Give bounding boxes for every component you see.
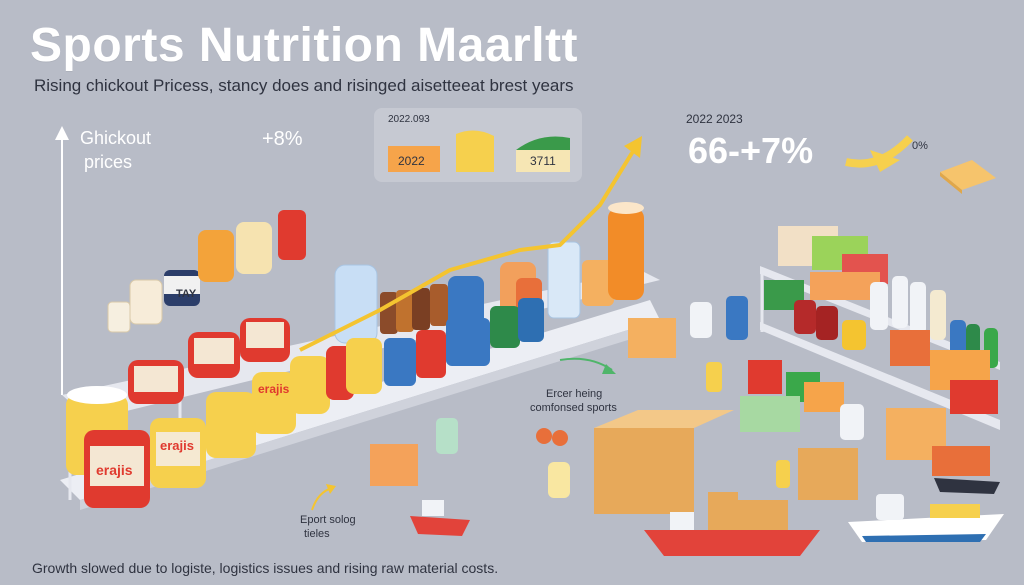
jar-label-erajis-2: erajis [160, 438, 194, 453]
cargo-ships [410, 478, 1004, 556]
footer-note: Growth slowed due to logiste, logistics … [32, 560, 499, 576]
y-axis-arrow [55, 126, 69, 395]
axis-label-line2: prices [84, 152, 133, 172]
jar-label-tay: TAY [176, 288, 197, 300]
middle-note-line2: comfonsed sports [530, 402, 617, 414]
export-note-line1: Eport solog [300, 514, 356, 526]
right-curve-arrow [845, 135, 996, 194]
jar-label-erajis-1: erajis [96, 462, 133, 478]
axis-label-line1: Ghickout [80, 128, 152, 148]
floor-goods [370, 296, 990, 514]
page-subtitle: Rising chickout Pricess, stancy does and… [34, 76, 574, 95]
inset-tile-2022: 2022 [398, 154, 425, 168]
right-shelf [760, 226, 1000, 430]
inset-panel-header: 2022.093 [388, 114, 430, 125]
annotation-arrows [311, 357, 616, 511]
inset-tile-3711: 3711 [530, 154, 556, 168]
export-note-line2: tieles [304, 528, 330, 540]
inset-panel [374, 108, 582, 182]
supplement-jars-upper [107, 202, 644, 344]
right-stat-small-percent: 0% [912, 140, 928, 152]
increase-label: +8% [262, 128, 303, 150]
right-stat-years: 2022 2023 [686, 112, 743, 126]
page-title: Sports Nutrition Maarltt [30, 19, 578, 72]
middle-note-line1: Ercer heing [546, 388, 603, 400]
right-stat-value: 66-+7% [688, 130, 814, 171]
supplement-jars-lower [66, 298, 544, 508]
jar-label-erajis-3: erajis [258, 382, 290, 396]
trend-arrow [299, 136, 642, 352]
